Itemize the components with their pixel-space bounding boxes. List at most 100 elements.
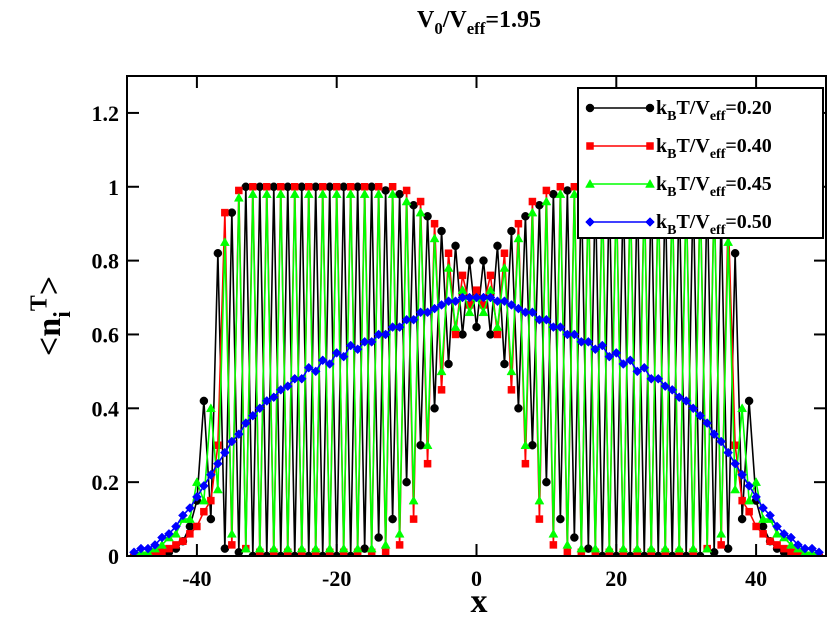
point (228, 541, 236, 549)
point (562, 329, 573, 340)
point (233, 192, 244, 202)
point (310, 543, 321, 553)
point (590, 344, 601, 355)
point (233, 429, 244, 440)
point (618, 543, 629, 553)
point (814, 547, 824, 556)
point (184, 514, 195, 523)
point (450, 296, 461, 307)
point (451, 330, 460, 339)
point (681, 396, 692, 406)
legend-marker (585, 103, 595, 113)
point (499, 296, 510, 307)
point (226, 436, 237, 447)
point (723, 544, 733, 553)
point (758, 503, 768, 513)
point (171, 521, 181, 532)
point (416, 197, 425, 206)
point (555, 322, 566, 332)
point (458, 271, 467, 280)
point (150, 540, 160, 550)
point (186, 530, 194, 538)
point (199, 396, 209, 406)
point (380, 539, 391, 549)
point (444, 359, 453, 369)
point (226, 528, 237, 538)
series-line (133, 186, 820, 556)
legend-label: kBT/Veff=0.40 (656, 135, 772, 162)
series-line (133, 194, 820, 556)
point (338, 351, 349, 362)
point (275, 384, 286, 395)
legend-marker (585, 178, 595, 188)
y-tick-label: 0.2 (92, 470, 120, 495)
point (492, 322, 503, 331)
point (458, 330, 467, 339)
point (415, 207, 426, 217)
point (492, 296, 503, 307)
point (409, 515, 418, 523)
point (268, 392, 279, 403)
point (352, 344, 363, 355)
point (737, 469, 747, 480)
point (374, 533, 383, 542)
point (227, 208, 237, 217)
point (731, 441, 739, 449)
legend-box (577, 87, 824, 239)
plot-area (129, 182, 824, 556)
point (185, 522, 195, 531)
point (380, 329, 391, 340)
legend-label: kBT/Veff=0.20 (656, 97, 772, 124)
point (219, 237, 230, 246)
point (751, 477, 762, 486)
point (436, 300, 447, 310)
point (359, 189, 370, 198)
point (478, 292, 489, 303)
point (548, 528, 559, 538)
point (443, 262, 454, 272)
point (213, 248, 223, 258)
point (401, 314, 412, 325)
point (387, 189, 398, 198)
y-tick-label: 0 (108, 544, 119, 569)
point (359, 336, 370, 347)
point (331, 189, 342, 198)
point (744, 396, 754, 406)
point (604, 351, 615, 362)
point (178, 510, 188, 521)
point (611, 348, 622, 358)
point (402, 477, 411, 487)
point (499, 262, 510, 272)
point (345, 189, 356, 198)
point (373, 329, 384, 340)
point (423, 459, 432, 468)
point (639, 362, 650, 373)
point (143, 543, 153, 554)
point (401, 196, 412, 206)
point (394, 528, 405, 538)
point (479, 256, 488, 265)
point (199, 480, 209, 491)
point (527, 307, 538, 318)
point (269, 182, 279, 192)
point (576, 336, 587, 347)
legend-marker (645, 103, 655, 113)
point (422, 440, 433, 449)
point (759, 530, 767, 538)
point (324, 359, 335, 369)
point (576, 543, 587, 553)
point (773, 541, 781, 549)
point (542, 186, 551, 195)
point (688, 543, 699, 553)
x-tick-label: -40 (182, 566, 211, 591)
point (730, 458, 740, 469)
point (730, 248, 740, 258)
point (373, 189, 384, 198)
point (261, 396, 272, 406)
point (192, 492, 202, 502)
point (241, 182, 251, 192)
legend-marker (646, 142, 654, 150)
point (289, 189, 300, 198)
point (695, 410, 706, 421)
point (562, 539, 573, 549)
